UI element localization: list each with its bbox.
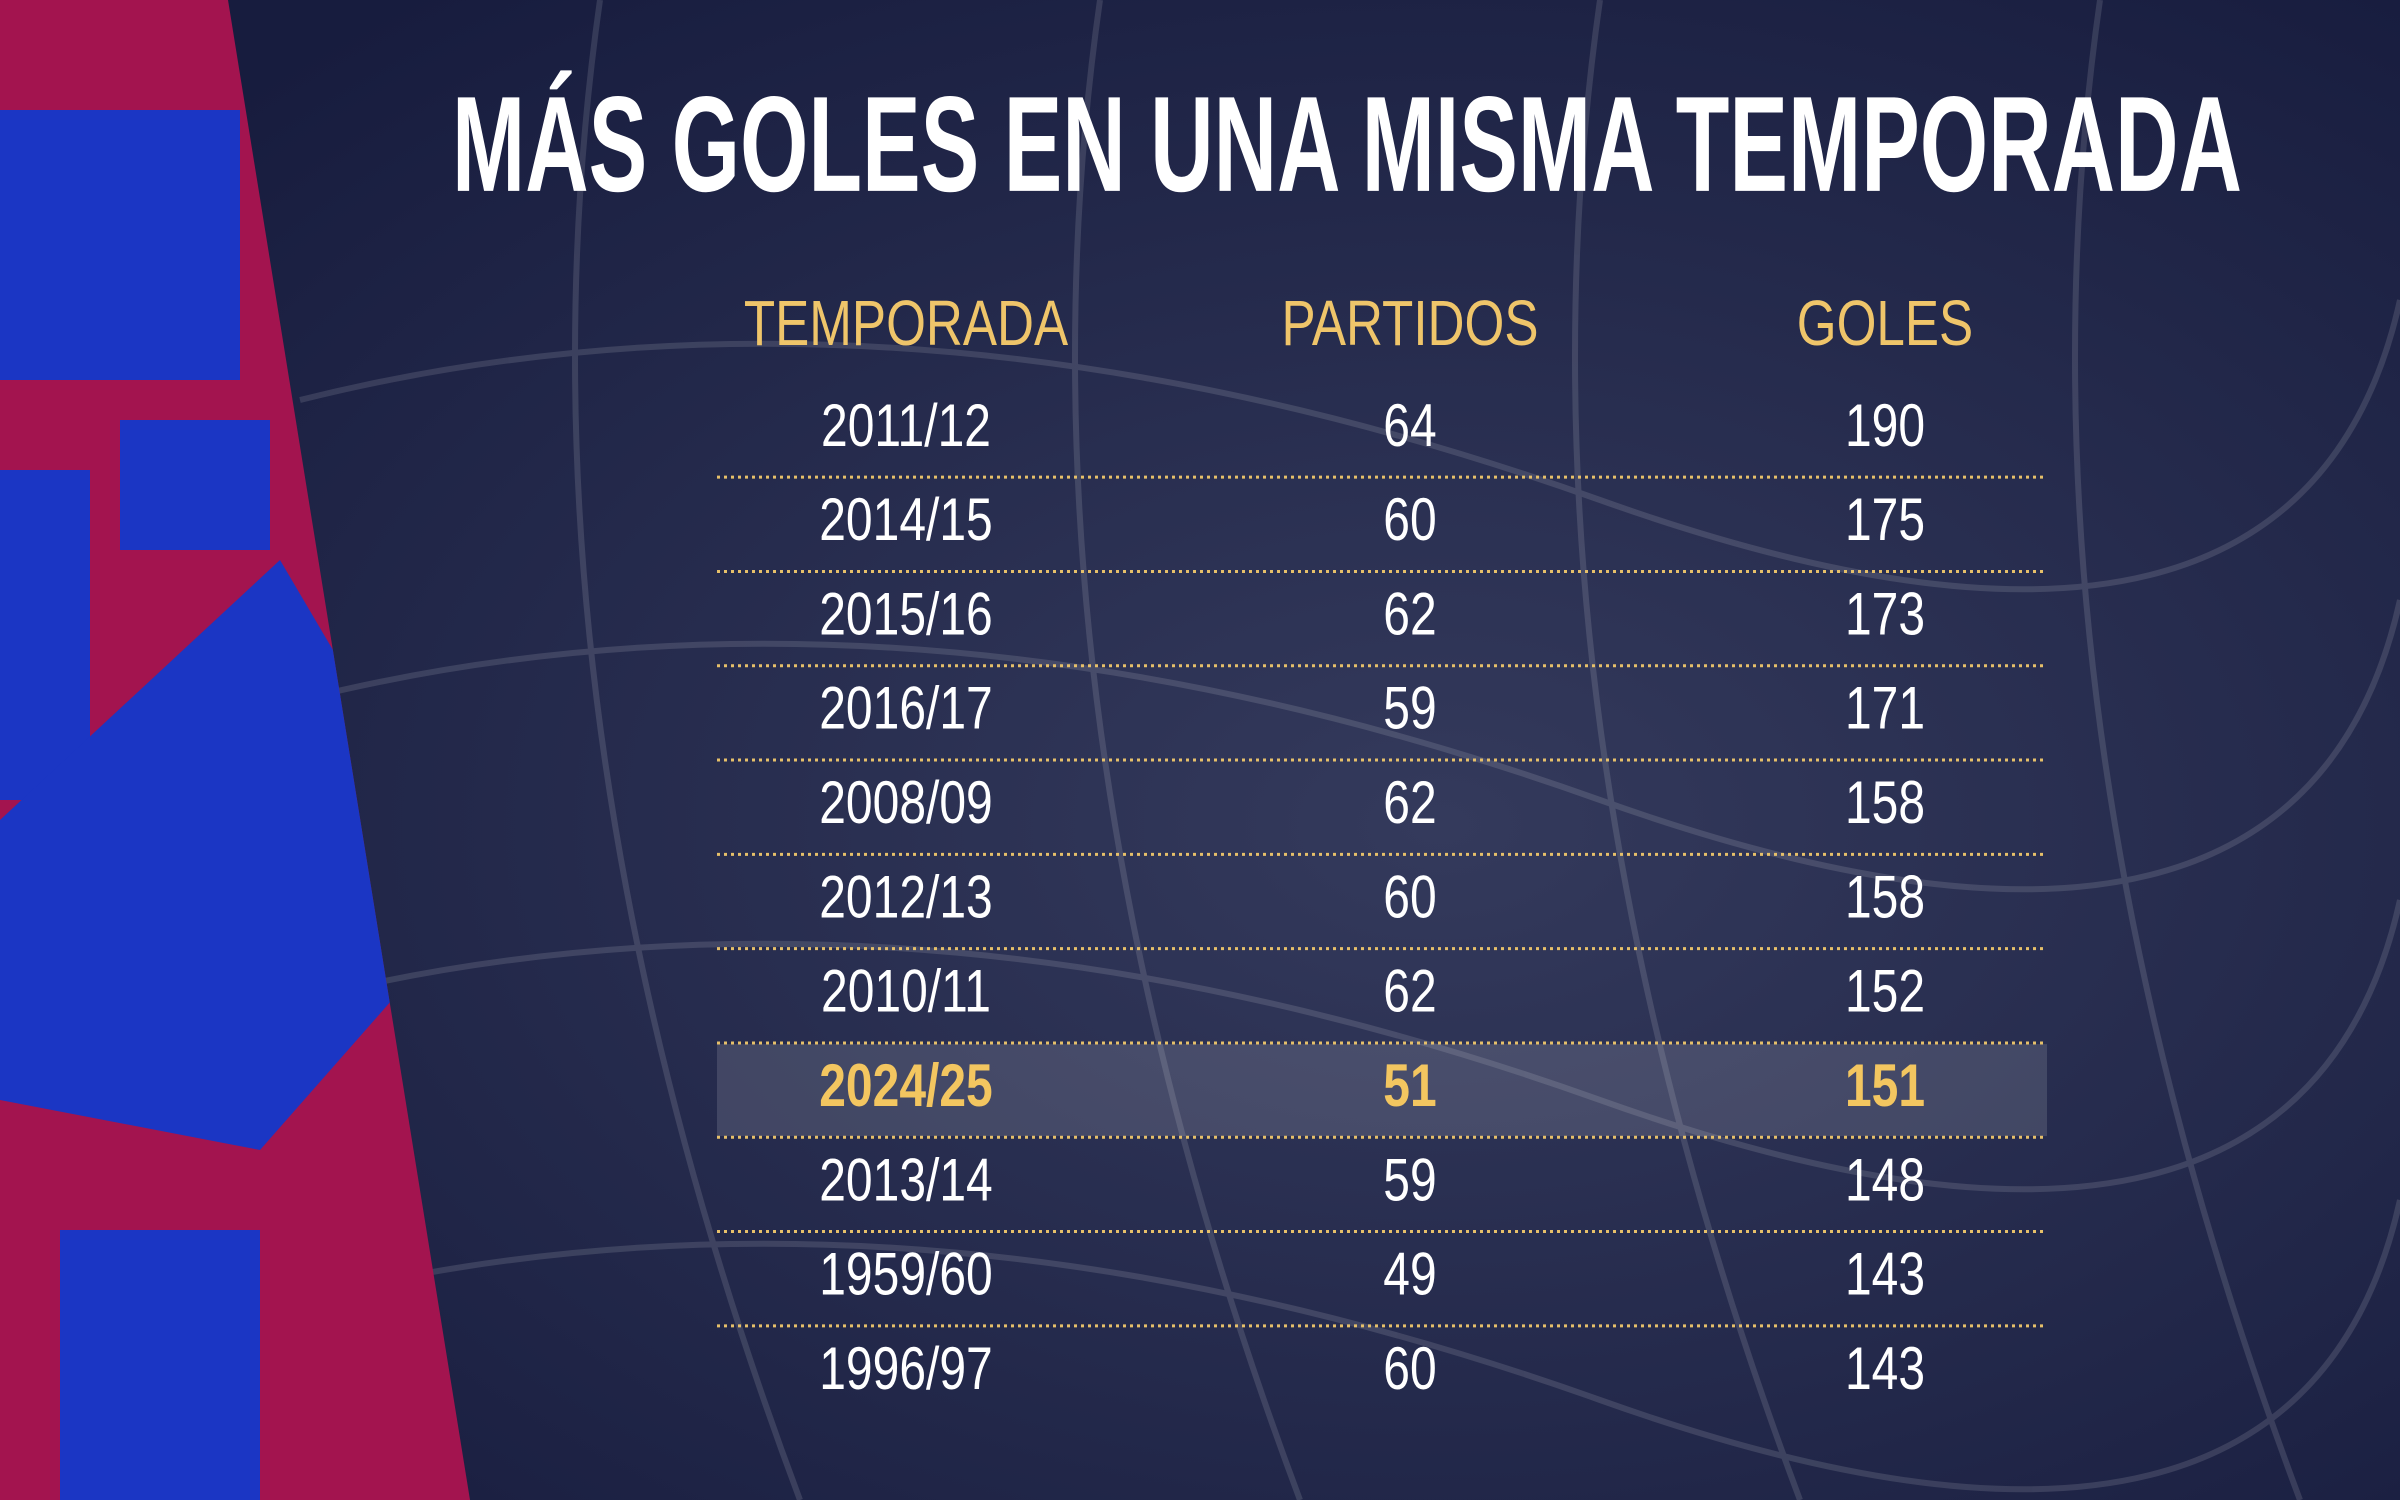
table-cell: 60	[1383, 863, 1436, 930]
table-cell: 59	[1383, 1146, 1436, 1213]
table-cell: 60	[1383, 1335, 1436, 1402]
column-header: PARTIDOS	[1282, 289, 1539, 360]
table-cell: 148	[1845, 1146, 1925, 1213]
table-cell: 151	[1845, 1052, 1925, 1119]
table-cell: 175	[1845, 486, 1925, 553]
table-text: TEMPORADA PARTIDOS GOLES 2011/12 64 190 2014/1…	[744, 289, 1973, 1403]
table-cell: 1996/97	[819, 1335, 993, 1402]
table-cell: 51	[1383, 1052, 1436, 1119]
table-cell: 171	[1845, 675, 1925, 742]
column-header: TEMPORADA	[744, 289, 1069, 360]
table-cell: 2012/13	[819, 863, 993, 930]
table-cell: 60	[1383, 486, 1436, 553]
table-cell: 2008/09	[819, 769, 993, 836]
table-cell: 2015/16	[819, 580, 993, 647]
table-cell: 173	[1845, 580, 1925, 647]
table-cell: 2011/12	[821, 392, 991, 459]
table-cell: 59	[1383, 675, 1436, 742]
table-cell: 62	[1383, 580, 1436, 647]
table-cell: 2014/15	[819, 486, 993, 553]
table-cell: 2024/25	[819, 1052, 993, 1119]
table-cell: 158	[1845, 863, 1925, 930]
table-cell: 190	[1845, 392, 1925, 459]
table-cell: 2010/11	[821, 958, 991, 1025]
table-cell: 2013/14	[819, 1146, 993, 1213]
table: TEMPORADA PARTIDOS GOLES 2011/12 64 190 2014/1…	[717, 289, 2047, 1403]
table-cell: 64	[1383, 392, 1436, 459]
table-cell: 1959/60	[819, 1240, 993, 1307]
column-header: GOLES	[1797, 289, 1973, 360]
table-cell: 62	[1383, 958, 1436, 1025]
title: MÁS GOLES EN UNA MISMA TEMPORADA	[452, 68, 2242, 220]
net-pattern	[299, 0, 2400, 1500]
table-cell: 49	[1383, 1240, 1436, 1307]
table-cell: 143	[1845, 1335, 1925, 1402]
table-cell: 158	[1845, 769, 1925, 836]
table-cell: 152	[1845, 958, 1925, 1025]
highlight-row	[717, 1044, 2047, 1137]
table-cell: 143	[1845, 1240, 1925, 1307]
table-cell: 2016/17	[819, 675, 993, 742]
table-cell: 62	[1383, 769, 1436, 836]
